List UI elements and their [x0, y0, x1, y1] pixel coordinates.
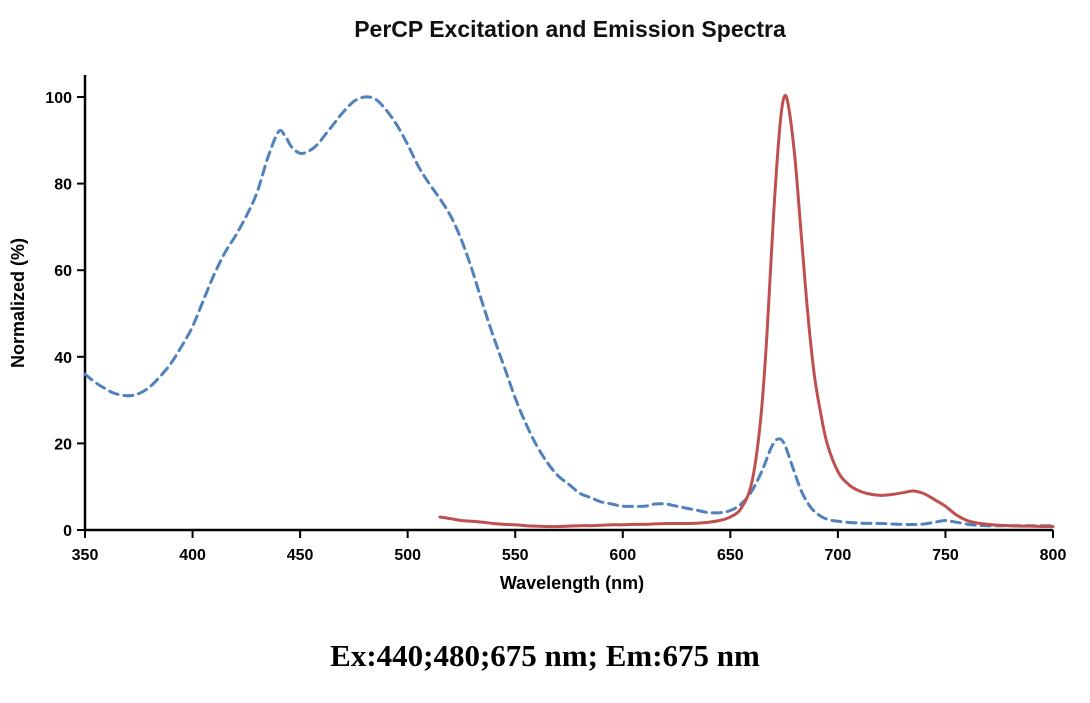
y-axis-title: Normalized (%) [8, 238, 28, 368]
axes-layer: 0 20 40 60 80 100 350 400 450 500 550 600 650 700 750 8… [45, 75, 1066, 564]
x-axis-title: Wavelength (nm) [500, 573, 644, 593]
x-tick-label-700: 700 [825, 547, 852, 564]
spectra-chart: 0 20 40 60 80 100 350 400 450 500 550 600 650 700 750 8… [8, 75, 1066, 593]
y-tick-label-20: 20 [54, 436, 72, 453]
x-tick-label-800: 800 [1040, 547, 1067, 564]
x-tick-label-350: 350 [72, 547, 99, 564]
series-layer [83, 93, 1055, 529]
emission-curve [438, 93, 1055, 529]
y-tick-label-0: 0 [63, 523, 72, 540]
spectra-annotation: Ex:440;480;675 nm; Em:675 nm [330, 638, 760, 673]
chart-title: PerCP Excitation and Emission Spectra [354, 16, 786, 42]
y-tick-label-100: 100 [45, 90, 72, 107]
x-tick-label-400: 400 [179, 547, 206, 564]
x-tick-label-750: 750 [932, 547, 959, 564]
x-tick-label-500: 500 [394, 547, 421, 564]
y-tick-label-60: 60 [54, 263, 72, 280]
y-tick-label-80: 80 [54, 177, 72, 194]
x-tick-label-600: 600 [609, 547, 636, 564]
excitation-curve [83, 95, 1055, 528]
x-tick-label-650: 650 [717, 547, 744, 564]
x-tick-label-550: 550 [502, 547, 529, 564]
x-tick-label-450: 450 [287, 547, 314, 564]
y-tick-label-40: 40 [54, 350, 72, 367]
